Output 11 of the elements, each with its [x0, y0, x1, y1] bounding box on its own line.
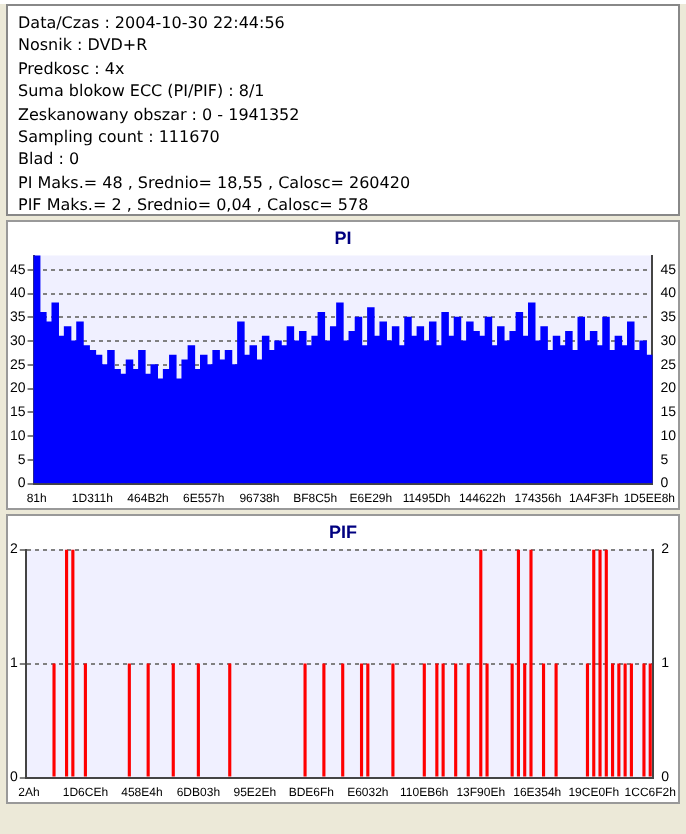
text: Sampling count : 111670	[18, 126, 222, 149]
text: PI Maks.= 48 , Srednio= 18,55 , Calosc= 260420	[18, 171, 413, 195]
text: Suma blokow ECC (PI/PIF) : 8/1	[18, 80, 267, 104]
text: Nosnik : DVD+R	[18, 34, 150, 58]
text: Predkosc : 4x	[18, 57, 127, 81]
text: Blad : 0	[18, 148, 82, 172]
text: Zeskanowany obszar : 0 - 1941352	[18, 103, 302, 127]
text: PIF Maks.= 2 , Srednio= 0,04 , Calosc= 578	[18, 194, 371, 218]
chart-title: PIF	[328, 521, 358, 542]
text: Data/Czas : 2004-10-30 22:44:56	[18, 12, 287, 35]
chart-title: PI	[334, 227, 352, 248]
